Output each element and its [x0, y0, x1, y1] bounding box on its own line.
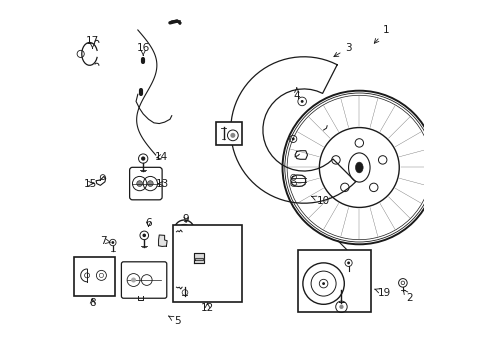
- Circle shape: [147, 181, 153, 186]
- Text: 21: 21: [331, 289, 344, 299]
- Text: 16: 16: [137, 43, 150, 55]
- Circle shape: [292, 138, 294, 140]
- Text: 10: 10: [312, 196, 330, 206]
- Text: 20: 20: [342, 276, 355, 286]
- Circle shape: [230, 133, 235, 138]
- Polygon shape: [159, 235, 167, 247]
- Bar: [74, 257, 115, 296]
- Circle shape: [131, 278, 136, 283]
- Bar: [216, 122, 243, 145]
- Circle shape: [111, 241, 114, 244]
- Text: 9: 9: [183, 214, 189, 224]
- Text: 4: 4: [294, 88, 300, 101]
- Circle shape: [322, 282, 325, 285]
- Circle shape: [301, 100, 304, 103]
- Polygon shape: [194, 253, 204, 263]
- Circle shape: [347, 261, 350, 264]
- Text: 7: 7: [100, 236, 110, 246]
- Circle shape: [137, 181, 143, 186]
- Ellipse shape: [355, 162, 363, 173]
- Circle shape: [143, 234, 146, 237]
- Polygon shape: [195, 257, 203, 260]
- Circle shape: [141, 157, 146, 161]
- Text: 13: 13: [155, 179, 169, 189]
- Text: 11: 11: [228, 127, 241, 137]
- Text: 6: 6: [145, 218, 152, 228]
- Text: 15: 15: [84, 179, 98, 189]
- Text: 12: 12: [201, 302, 214, 312]
- Text: 3: 3: [334, 43, 352, 57]
- Text: 19: 19: [375, 288, 391, 297]
- Text: 1: 1: [374, 25, 390, 43]
- Bar: [298, 249, 371, 312]
- Text: 2: 2: [403, 290, 413, 303]
- Bar: [173, 225, 242, 302]
- Text: 14: 14: [154, 152, 168, 162]
- Circle shape: [339, 305, 343, 309]
- Text: 5: 5: [169, 316, 180, 326]
- Text: 18: 18: [324, 252, 337, 262]
- Text: 17: 17: [86, 36, 99, 49]
- Text: 8: 8: [89, 298, 96, 308]
